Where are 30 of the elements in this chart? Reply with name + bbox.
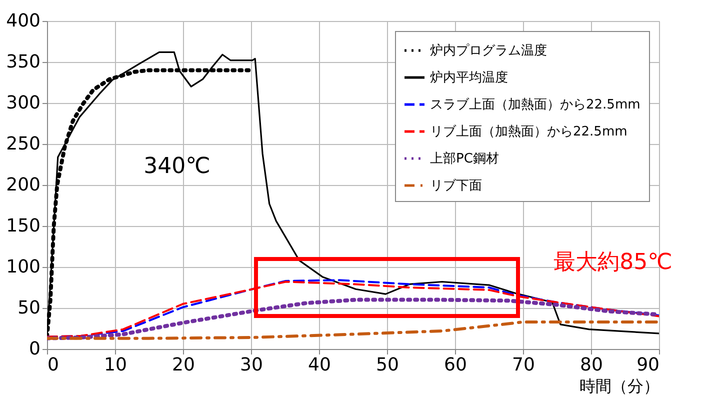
- x-tick-label: 70: [512, 354, 535, 376]
- line-series: [47, 320, 659, 340]
- legend-label: スラブ上面（加熱面）から22.5mm: [430, 98, 640, 112]
- line-series: [47, 298, 659, 340]
- x-tick-label: 90: [636, 354, 660, 376]
- y-tick-label: 200: [6, 174, 40, 196]
- annotation: 最大約85℃: [554, 250, 672, 275]
- y-tick-label: 50: [18, 298, 40, 318]
- x-tick-label: 50: [376, 354, 399, 376]
- x-tick-label: 10: [104, 354, 127, 376]
- x-tick-label: 40: [308, 354, 331, 376]
- x-tick-label: 30: [240, 354, 263, 376]
- x-tick-label: 80: [580, 354, 603, 376]
- y-tick-label: 350: [6, 52, 40, 72]
- y-tick-label: 250: [6, 134, 40, 154]
- x-tick-label: 0: [48, 354, 59, 376]
- y-tick-label: 0: [29, 338, 40, 360]
- annotation: 340℃: [144, 154, 210, 179]
- x-axis-title: 時間（分）: [580, 376, 660, 396]
- legend-label: 上部PC鋼材: [430, 152, 499, 166]
- y-tick-label: 100: [6, 256, 40, 278]
- x-tick-label: 60: [444, 354, 467, 376]
- y-tick-label: 400: [6, 10, 40, 32]
- legend-label: リブ下面: [430, 178, 482, 194]
- legend-label: リブ上面（加熱面）から22.5mm: [430, 124, 628, 140]
- x-tick-label: 20: [172, 354, 195, 376]
- legend-label: 炉内プログラム温度: [430, 42, 547, 58]
- y-tick-label: 150: [6, 216, 40, 236]
- y-tick-label: 300: [6, 92, 40, 114]
- legend-label: 炉内平均温度: [430, 70, 508, 86]
